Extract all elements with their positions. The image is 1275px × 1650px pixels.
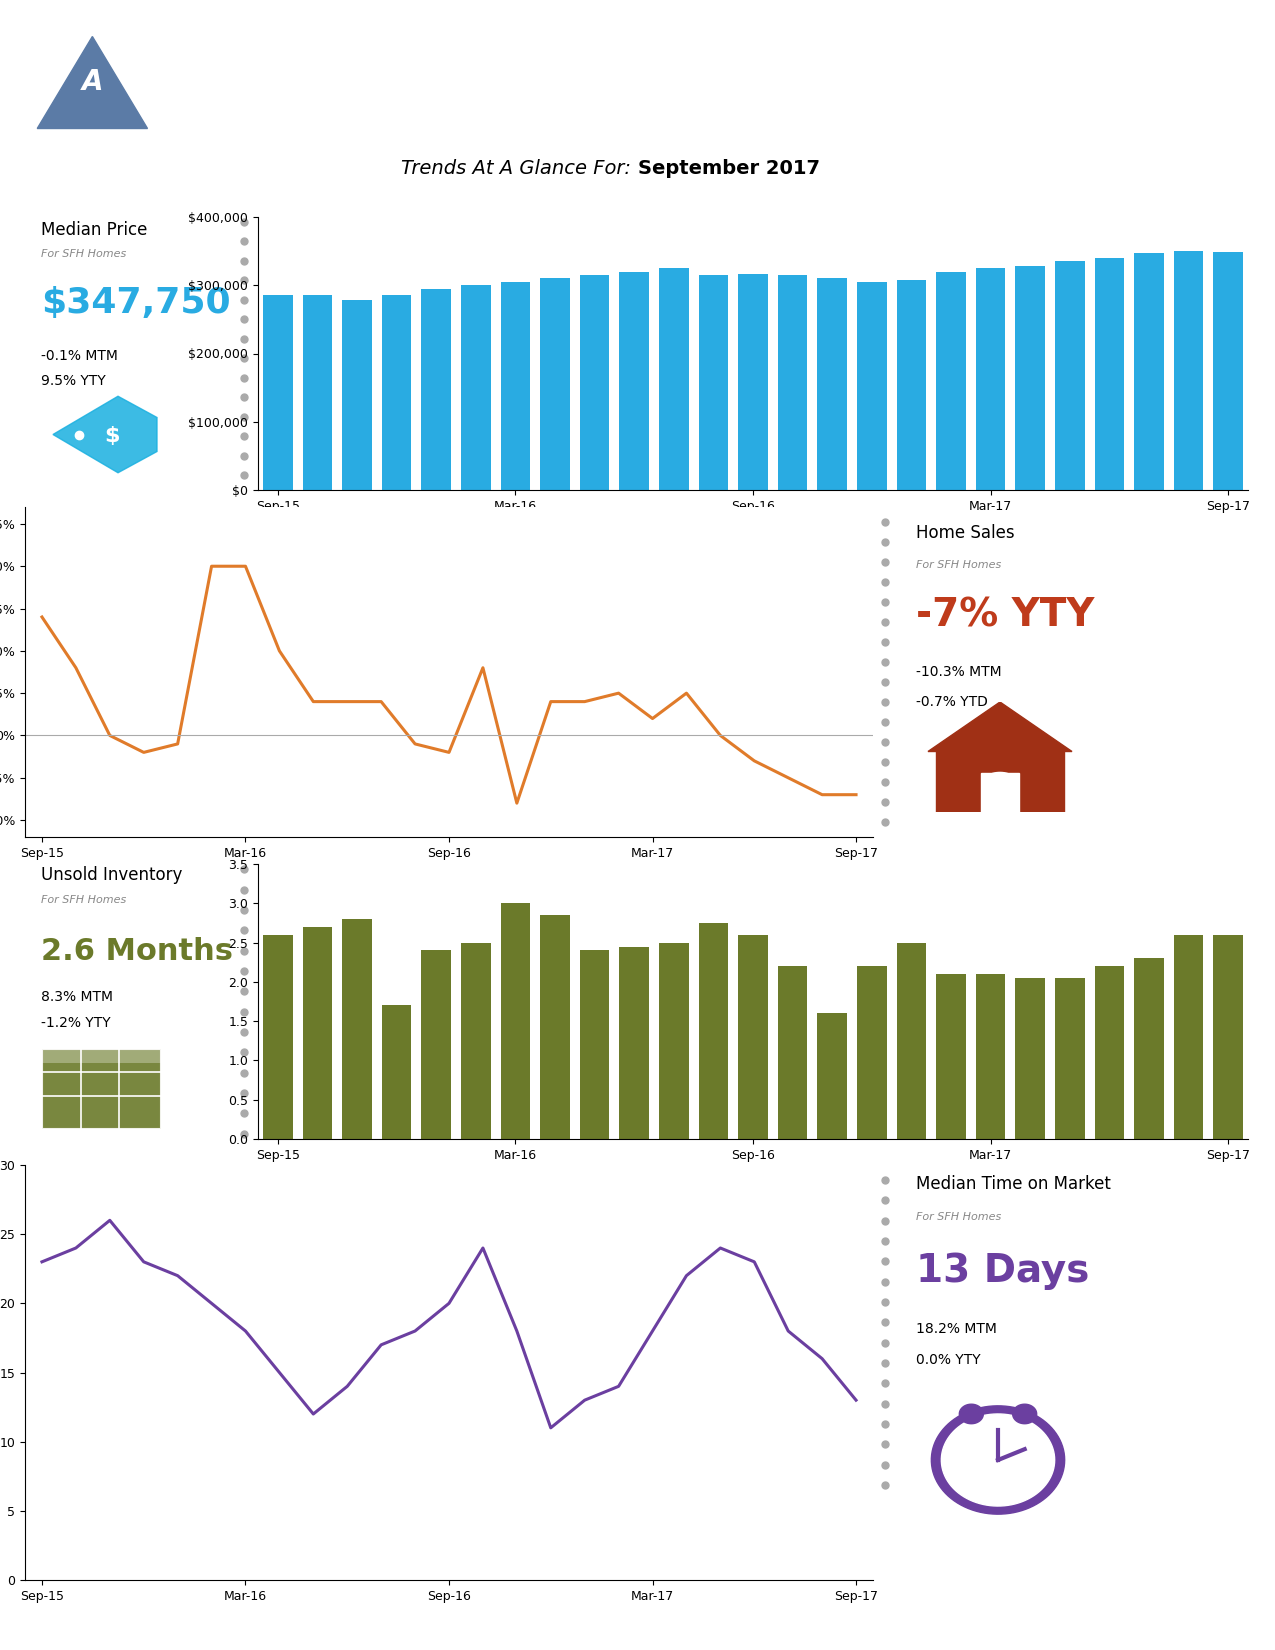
Bar [302, 927, 333, 1138]
Bar [1174, 934, 1204, 1138]
Bar [381, 1005, 412, 1138]
Text: $: $ [103, 426, 120, 446]
Bar [778, 967, 807, 1138]
Polygon shape [928, 701, 1072, 751]
Bar [1054, 261, 1085, 490]
Polygon shape [37, 36, 148, 129]
Bar [1015, 266, 1046, 490]
Polygon shape [941, 1414, 1054, 1506]
Text: Median Price: Median Price [41, 221, 148, 239]
Bar [302, 295, 333, 490]
Text: Sacramento County Market Update: Sacramento County Market Update [185, 91, 734, 119]
Bar [263, 934, 293, 1138]
Bar [975, 269, 1006, 490]
Text: -1.2% YTY: -1.2% YTY [41, 1016, 111, 1030]
Bar [541, 279, 570, 490]
Bar [1174, 251, 1204, 490]
Bar [1135, 252, 1164, 490]
Polygon shape [54, 396, 157, 474]
Bar [778, 276, 807, 490]
Text: 525 S. Virgil Ave. Los Angeles, CA 90020 | 213-739-8200 | www.car.org/marketdata: 525 S. Virgil Ave. Los Angeles, CA 90020… [282, 1617, 993, 1632]
Text: Trends At A Glance For:: Trends At A Glance For: [402, 160, 638, 178]
Text: -0.1% MTM: -0.1% MTM [41, 348, 119, 363]
Bar [342, 300, 372, 490]
FancyBboxPatch shape [42, 1048, 161, 1063]
Text: 9.5% YTY: 9.5% YTY [41, 375, 106, 388]
Text: Unsold Inventory: Unsold Inventory [41, 866, 182, 884]
Bar [1094, 257, 1125, 490]
Bar [738, 934, 768, 1138]
Text: 2.6 Months: 2.6 Months [41, 937, 233, 965]
Bar [620, 272, 649, 490]
Bar [1214, 252, 1243, 490]
Bar [659, 942, 689, 1138]
Polygon shape [936, 751, 1065, 812]
Bar [580, 950, 609, 1138]
Text: Home Sales: Home Sales [915, 523, 1014, 541]
Bar [1135, 959, 1164, 1138]
Bar [738, 274, 768, 490]
Bar [421, 950, 451, 1138]
Bar [699, 276, 728, 490]
Text: 8.3% MTM: 8.3% MTM [41, 990, 113, 1003]
Bar [896, 280, 926, 490]
Bar [421, 289, 451, 490]
FancyBboxPatch shape [42, 1048, 161, 1129]
Text: -0.7% YTD: -0.7% YTD [915, 695, 987, 710]
Bar [263, 295, 293, 490]
Text: For SFH Homes: For SFH Homes [41, 896, 126, 906]
Bar [857, 967, 886, 1138]
Bar [817, 1013, 847, 1138]
Text: For SFH Homes: For SFH Homes [915, 1211, 1001, 1223]
Text: -10.3% MTM: -10.3% MTM [915, 665, 1001, 680]
Bar [342, 919, 372, 1138]
Text: Median Time on Market: Median Time on Market [915, 1175, 1111, 1193]
Bar [936, 272, 966, 490]
Text: 0.0% YTY: 0.0% YTY [915, 1353, 980, 1366]
Bar [975, 974, 1006, 1138]
Bar [699, 922, 728, 1138]
Text: $347,750: $347,750 [41, 285, 231, 320]
Bar [580, 276, 609, 490]
Bar [936, 974, 966, 1138]
Bar [462, 285, 491, 490]
Bar [1054, 978, 1085, 1138]
Bar [896, 942, 926, 1138]
Bar [1015, 978, 1046, 1138]
Bar [501, 903, 530, 1138]
Text: -7% YTY: -7% YTY [915, 596, 1094, 634]
Bar [462, 942, 491, 1138]
Bar [381, 295, 412, 490]
Bar [659, 269, 689, 490]
Bar [1094, 967, 1125, 1138]
Bar [501, 282, 530, 490]
Text: CALIFORNIA ASSOCIATION OF REALTORS® Research & Economics: CALIFORNIA ASSOCIATION OF REALTORS® Rese… [185, 50, 743, 64]
Text: For SFH Homes: For SFH Homes [41, 249, 126, 259]
Polygon shape [984, 772, 1016, 790]
Polygon shape [959, 1404, 983, 1424]
Polygon shape [1012, 1404, 1037, 1424]
Polygon shape [980, 774, 1019, 812]
Bar [857, 282, 886, 490]
FancyBboxPatch shape [33, 31, 150, 134]
Bar [620, 947, 649, 1138]
Bar [817, 279, 847, 490]
Text: September 2017: September 2017 [638, 160, 820, 178]
Text: A: A [82, 69, 103, 96]
Bar [1214, 934, 1243, 1138]
Text: For SFH Homes: For SFH Homes [915, 559, 1001, 569]
Polygon shape [931, 1406, 1065, 1515]
Text: 13 Days: 13 Days [915, 1252, 1089, 1290]
Text: 18.2% MTM: 18.2% MTM [915, 1322, 996, 1336]
Bar [541, 916, 570, 1138]
